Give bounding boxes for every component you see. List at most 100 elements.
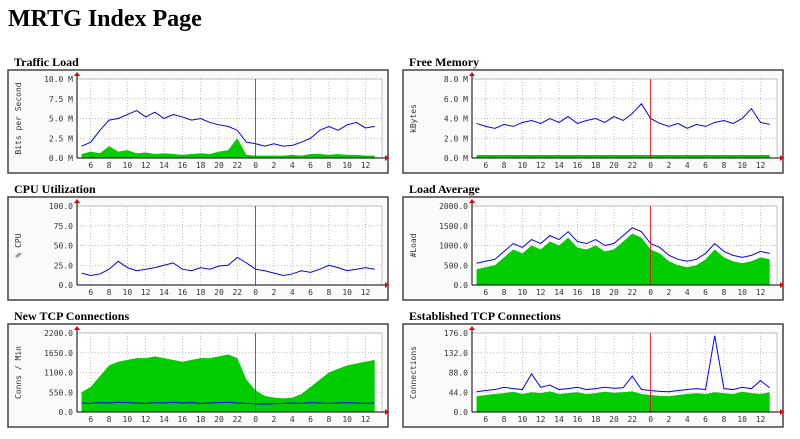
x-tick-label: 20 bbox=[214, 415, 224, 424]
x-tick-label: 10 bbox=[518, 161, 528, 170]
y-axis-label: kBytes bbox=[409, 104, 418, 133]
x-tick-label: 14 bbox=[554, 288, 564, 297]
x-tick-label: 12 bbox=[141, 161, 151, 170]
plot-area bbox=[471, 78, 778, 159]
y-tick-label: 88.0 bbox=[449, 369, 468, 378]
x-tick-label: 10 bbox=[737, 161, 747, 170]
x-tick-label: 8 bbox=[721, 415, 726, 424]
x-tick-label: 0 bbox=[253, 288, 258, 297]
x-tick-label: 2 bbox=[272, 415, 277, 424]
x-tick-label: 10 bbox=[342, 161, 352, 170]
x-tick-label: 6 bbox=[483, 288, 488, 297]
x-tick-label: 20 bbox=[609, 415, 619, 424]
x-tick-label: 8 bbox=[107, 161, 112, 170]
line bbox=[476, 335, 770, 393]
y-tick-label: 44.0 bbox=[449, 388, 468, 397]
chart-title: Established TCP Connections bbox=[409, 309, 561, 323]
x-tick-label: 14 bbox=[159, 161, 169, 170]
x-tick-label: 22 bbox=[232, 415, 242, 424]
y-axis-label: % CPU bbox=[14, 233, 23, 257]
y-tick-label: 1500.0 bbox=[439, 222, 468, 231]
x-tick-label: 12 bbox=[361, 161, 371, 170]
axis-arrow bbox=[385, 409, 389, 415]
x-tick-label: 22 bbox=[232, 288, 242, 297]
x-tick-label: 6 bbox=[308, 161, 313, 170]
x-tick-label: 10 bbox=[342, 415, 352, 424]
chart-title: Traffic Load bbox=[14, 55, 79, 69]
y-tick-label: 10.0 M bbox=[44, 75, 73, 84]
x-tick-label: 10 bbox=[518, 288, 528, 297]
x-tick-label: 22 bbox=[232, 161, 242, 170]
x-tick-label: 12 bbox=[536, 415, 546, 424]
chart-title: CPU Utilization bbox=[14, 182, 96, 196]
chart-title: Load Average bbox=[409, 182, 480, 196]
x-tick-label: 10 bbox=[737, 415, 747, 424]
x-tick-label: 4 bbox=[290, 415, 295, 424]
x-tick-label: 12 bbox=[756, 415, 766, 424]
x-tick-label: 10 bbox=[123, 161, 133, 170]
x-tick-label: 6 bbox=[483, 161, 488, 170]
y-tick-label: 1100.0 bbox=[44, 369, 73, 378]
y-tick-label: 6.0 M bbox=[444, 95, 468, 104]
x-tick-label: 8 bbox=[502, 415, 507, 424]
x-tick-label: 14 bbox=[159, 415, 169, 424]
x-tick-label: 16 bbox=[178, 288, 188, 297]
x-tick-label: 4 bbox=[290, 288, 295, 297]
x-tick-label: 6 bbox=[703, 415, 708, 424]
x-tick-label: 2 bbox=[667, 161, 672, 170]
x-tick-label: 8 bbox=[326, 161, 331, 170]
axis-arrow bbox=[469, 72, 475, 76]
chart: Traffic Load 0.0 M 2.5 M 5.0 M 7.5 M 10.0 M 6 8… bbox=[7, 55, 389, 174]
y-tick-label: 550.0 bbox=[49, 388, 73, 397]
x-tick-label: 18 bbox=[196, 415, 206, 424]
y-axis-label: #Load bbox=[409, 233, 418, 257]
y-tick-label: 0.0 M bbox=[444, 154, 468, 163]
x-tick-label: 16 bbox=[573, 161, 583, 170]
chart: Free Memory 0.0 M 2.0 M 4.0 M 6.0 M 8.0 M 6 8 10… bbox=[402, 55, 784, 174]
x-tick-label: 12 bbox=[536, 288, 546, 297]
x-tick-label: 0 bbox=[648, 161, 653, 170]
x-tick-label: 8 bbox=[326, 288, 331, 297]
x-tick-label: 8 bbox=[326, 415, 331, 424]
y-axis-label: Conns / Min bbox=[14, 346, 23, 399]
axis-arrow bbox=[780, 409, 784, 415]
x-tick-label: 12 bbox=[141, 415, 151, 424]
x-tick-label: 6 bbox=[88, 161, 93, 170]
axis-arrow bbox=[469, 199, 475, 203]
x-tick-label: 6 bbox=[88, 415, 93, 424]
x-tick-label: 20 bbox=[214, 161, 224, 170]
x-tick-label: 8 bbox=[721, 161, 726, 170]
y-tick-label: 0.0 M bbox=[49, 154, 73, 163]
y-tick-label: 50.0 bbox=[54, 242, 73, 251]
x-tick-label: 18 bbox=[591, 415, 601, 424]
x-tick-label: 18 bbox=[591, 288, 601, 297]
x-tick-label: 20 bbox=[609, 161, 619, 170]
x-tick-label: 10 bbox=[737, 288, 747, 297]
area bbox=[476, 233, 770, 285]
page-title: MRTG Index Page bbox=[8, 6, 202, 32]
chart: Load Average 0.0 500.0 1000.0 1500.0 2000.0 6 8… bbox=[402, 182, 784, 301]
x-tick-label: 12 bbox=[536, 161, 546, 170]
plot-area bbox=[76, 78, 383, 159]
y-tick-label: 25.0 bbox=[54, 261, 73, 270]
x-tick-label: 0 bbox=[253, 161, 258, 170]
x-tick-label: 4 bbox=[685, 415, 690, 424]
y-tick-label: 7.5 M bbox=[49, 95, 73, 104]
y-axis-label: Bits per Second bbox=[14, 82, 23, 154]
x-tick-label: 12 bbox=[361, 415, 371, 424]
y-tick-label: 176.0 bbox=[444, 329, 468, 338]
x-tick-label: 12 bbox=[756, 161, 766, 170]
x-tick-label: 6 bbox=[483, 415, 488, 424]
x-tick-label: 2 bbox=[667, 415, 672, 424]
x-tick-label: 16 bbox=[178, 161, 188, 170]
line bbox=[81, 401, 375, 405]
axis-arrow bbox=[385, 282, 389, 288]
axis-arrow bbox=[780, 155, 784, 161]
x-tick-label: 6 bbox=[308, 415, 313, 424]
y-tick-label: 0.0 bbox=[454, 281, 469, 290]
x-tick-label: 10 bbox=[342, 288, 352, 297]
line bbox=[81, 256, 375, 277]
y-tick-label: 500.0 bbox=[444, 261, 468, 270]
line bbox=[476, 102, 770, 129]
